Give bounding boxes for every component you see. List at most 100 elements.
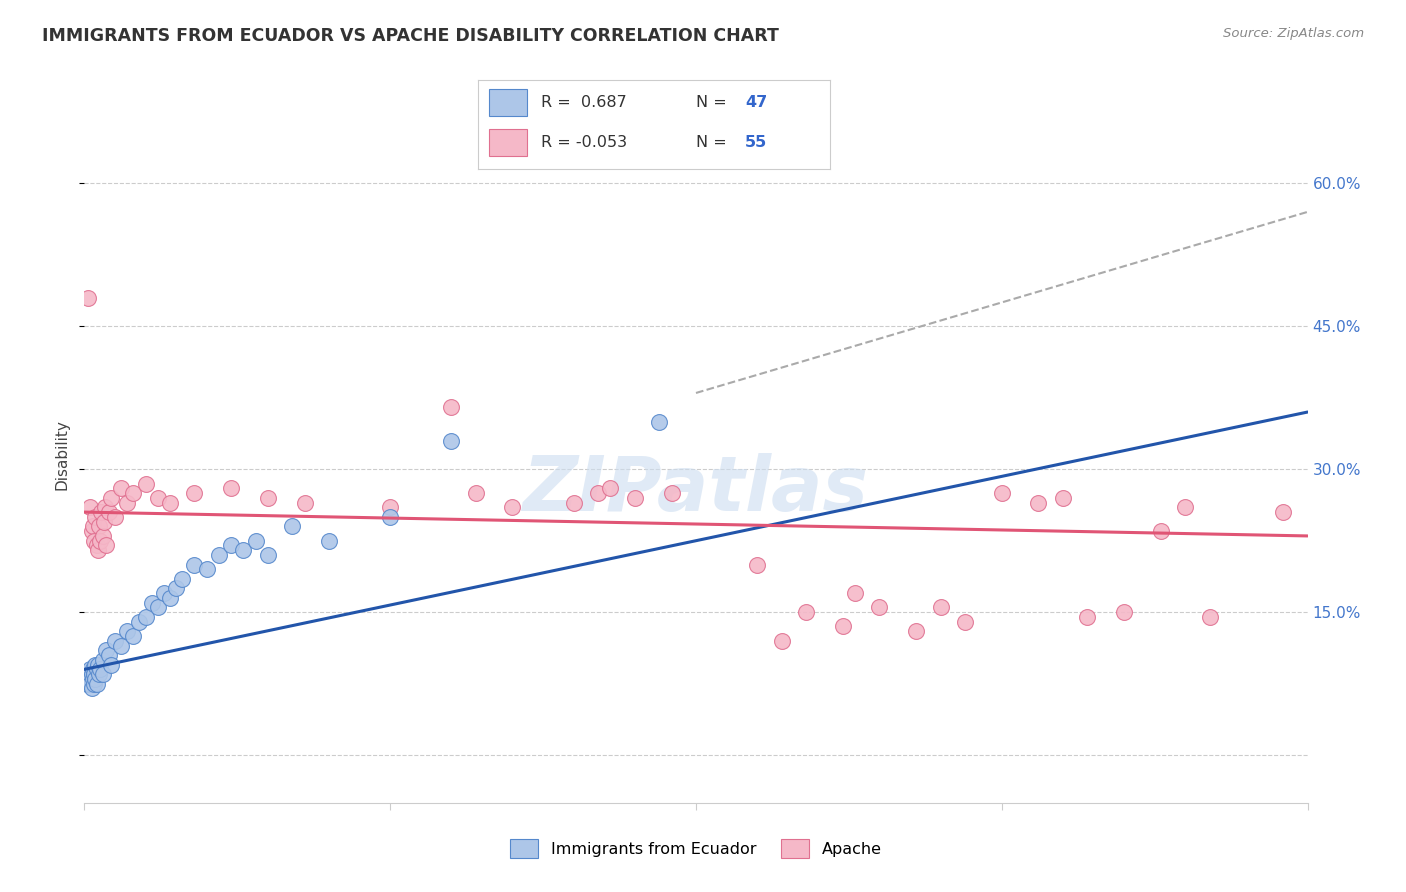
Point	[599, 481, 621, 495]
Point	[79, 500, 101, 515]
Point	[502, 500, 524, 515]
Point	[1076, 610, 1098, 624]
Point	[1052, 491, 1074, 505]
Point	[91, 667, 114, 681]
Point	[77, 667, 100, 681]
Point	[464, 486, 486, 500]
Text: 47: 47	[745, 95, 768, 110]
Point	[219, 539, 242, 553]
FancyBboxPatch shape	[489, 89, 527, 116]
Point	[794, 605, 817, 619]
Point	[128, 615, 150, 629]
Point	[380, 509, 402, 524]
Point	[83, 667, 105, 681]
Point	[869, 600, 891, 615]
Point	[77, 291, 100, 305]
Point	[844, 586, 866, 600]
Point	[281, 519, 304, 533]
Point	[153, 586, 176, 600]
Point	[110, 639, 132, 653]
Point	[165, 582, 187, 596]
Point	[80, 681, 103, 696]
Point	[146, 600, 169, 615]
Text: R = -0.053: R = -0.053	[541, 136, 627, 150]
Point	[86, 676, 108, 690]
Point	[1272, 505, 1295, 519]
Point	[77, 672, 100, 686]
Text: IMMIGRANTS FROM ECUADOR VS APACHE DISABILITY CORRELATION CHART: IMMIGRANTS FROM ECUADOR VS APACHE DISABI…	[42, 27, 779, 45]
Point	[648, 415, 671, 429]
Point	[83, 533, 105, 548]
Text: R =  0.687: R = 0.687	[541, 95, 627, 110]
Point	[89, 533, 111, 548]
Point	[122, 486, 145, 500]
Point	[953, 615, 976, 629]
Point	[82, 519, 104, 533]
Point	[172, 572, 194, 586]
Point	[831, 619, 853, 633]
Point	[208, 548, 231, 562]
Point	[104, 509, 127, 524]
Point	[87, 519, 110, 533]
Point	[991, 486, 1014, 500]
Point	[84, 672, 107, 686]
Point	[76, 676, 98, 690]
Point	[770, 633, 793, 648]
Point	[82, 662, 104, 676]
Point	[1028, 495, 1050, 509]
Point	[1150, 524, 1173, 538]
Point	[115, 624, 138, 639]
Text: Source: ZipAtlas.com: Source: ZipAtlas.com	[1223, 27, 1364, 40]
Point	[135, 476, 157, 491]
Point	[929, 600, 952, 615]
Point	[905, 624, 928, 639]
Text: N =: N =	[696, 95, 733, 110]
Point	[87, 667, 110, 681]
Point	[440, 401, 463, 415]
Point	[86, 539, 108, 553]
Text: 55: 55	[745, 136, 768, 150]
Point	[1174, 500, 1197, 515]
Point	[96, 539, 118, 553]
Point	[97, 648, 120, 662]
Point	[380, 500, 402, 515]
Point	[80, 667, 103, 681]
Point	[747, 558, 769, 572]
Point	[83, 676, 105, 690]
Point	[84, 657, 107, 672]
Point	[146, 491, 169, 505]
Point	[195, 562, 218, 576]
Point	[87, 657, 110, 672]
Point	[100, 657, 122, 672]
Point	[122, 629, 145, 643]
Point	[245, 533, 267, 548]
Point	[94, 500, 117, 515]
Point	[79, 676, 101, 690]
Point	[1198, 610, 1220, 624]
Y-axis label: Disability: Disability	[53, 419, 69, 491]
Point	[141, 596, 163, 610]
Point	[96, 643, 118, 657]
Point	[257, 548, 280, 562]
Point	[159, 591, 181, 605]
Point	[159, 495, 181, 509]
Point	[294, 495, 316, 509]
Point	[661, 486, 683, 500]
Point	[80, 524, 103, 538]
Point	[115, 495, 138, 509]
Point	[91, 529, 114, 543]
Point	[93, 515, 115, 529]
Point	[624, 491, 647, 505]
FancyBboxPatch shape	[489, 129, 527, 156]
Point	[79, 662, 101, 676]
Point	[97, 505, 120, 519]
Point	[82, 672, 104, 686]
Point	[135, 610, 157, 624]
Point	[104, 633, 127, 648]
Point	[586, 486, 609, 500]
Point	[86, 662, 108, 676]
Point	[84, 509, 107, 524]
Point	[219, 481, 242, 495]
Point	[318, 533, 340, 548]
Point	[91, 653, 114, 667]
